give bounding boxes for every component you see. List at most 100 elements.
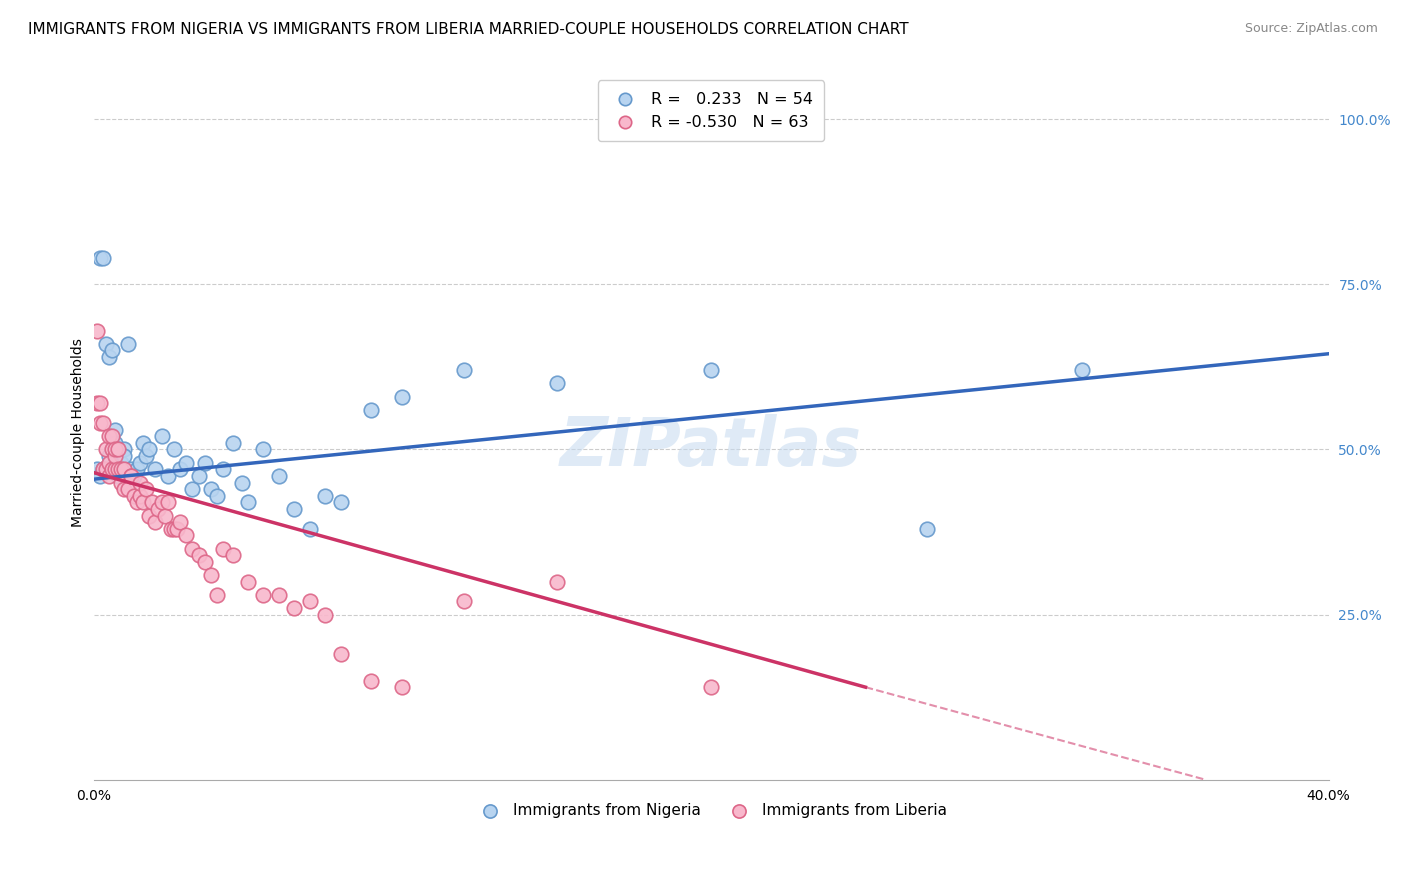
Point bbox=[86, 324, 108, 338]
Point bbox=[700, 363, 723, 377]
Point bbox=[104, 423, 127, 437]
Point bbox=[150, 495, 173, 509]
Point bbox=[107, 442, 129, 457]
Point bbox=[104, 462, 127, 476]
Point bbox=[125, 495, 148, 509]
Point bbox=[114, 442, 136, 457]
Point bbox=[314, 489, 336, 503]
Point bbox=[700, 680, 723, 694]
Point bbox=[391, 680, 413, 694]
Point bbox=[150, 429, 173, 443]
Point bbox=[91, 462, 114, 476]
Point bbox=[110, 456, 132, 470]
Point bbox=[128, 489, 150, 503]
Point bbox=[101, 442, 124, 457]
Point bbox=[98, 350, 121, 364]
Point bbox=[94, 442, 117, 457]
Point bbox=[212, 462, 235, 476]
Point bbox=[86, 462, 108, 476]
Point bbox=[138, 442, 160, 457]
Point bbox=[89, 469, 111, 483]
Point bbox=[200, 482, 222, 496]
Point bbox=[283, 502, 305, 516]
Point bbox=[329, 495, 352, 509]
Point bbox=[89, 251, 111, 265]
Point bbox=[101, 343, 124, 358]
Point bbox=[114, 449, 136, 463]
Point bbox=[163, 442, 186, 457]
Point bbox=[120, 469, 142, 483]
Point bbox=[314, 607, 336, 622]
Point bbox=[200, 568, 222, 582]
Point bbox=[391, 390, 413, 404]
Point bbox=[107, 462, 129, 476]
Point bbox=[153, 508, 176, 523]
Point bbox=[128, 475, 150, 490]
Point bbox=[205, 588, 228, 602]
Point bbox=[114, 462, 136, 476]
Point bbox=[915, 522, 938, 536]
Point bbox=[205, 489, 228, 503]
Point bbox=[194, 555, 217, 569]
Point bbox=[132, 436, 155, 450]
Text: IMMIGRANTS FROM NIGERIA VS IMMIGRANTS FROM LIBERIA MARRIED-COUPLE HOUSEHOLDS COR: IMMIGRANTS FROM NIGERIA VS IMMIGRANTS FR… bbox=[28, 22, 908, 37]
Point bbox=[298, 594, 321, 608]
Point bbox=[110, 462, 132, 476]
Point bbox=[135, 482, 157, 496]
Point bbox=[360, 673, 382, 688]
Point bbox=[267, 469, 290, 483]
Point bbox=[94, 462, 117, 476]
Point bbox=[128, 456, 150, 470]
Point bbox=[122, 469, 145, 483]
Point bbox=[453, 363, 475, 377]
Point bbox=[135, 449, 157, 463]
Point bbox=[94, 462, 117, 476]
Point bbox=[122, 489, 145, 503]
Point bbox=[110, 475, 132, 490]
Point bbox=[329, 647, 352, 661]
Point bbox=[141, 495, 163, 509]
Point bbox=[143, 462, 166, 476]
Point bbox=[89, 396, 111, 410]
Point bbox=[94, 336, 117, 351]
Point bbox=[212, 541, 235, 556]
Point bbox=[156, 495, 179, 509]
Point bbox=[138, 508, 160, 523]
Point bbox=[120, 462, 142, 476]
Point bbox=[360, 403, 382, 417]
Point bbox=[174, 456, 197, 470]
Point bbox=[143, 515, 166, 529]
Point bbox=[181, 541, 204, 556]
Point bbox=[104, 436, 127, 450]
Point bbox=[163, 522, 186, 536]
Point bbox=[231, 475, 253, 490]
Point bbox=[1070, 363, 1092, 377]
Point bbox=[236, 574, 259, 589]
Point bbox=[221, 548, 243, 562]
Point bbox=[101, 462, 124, 476]
Point bbox=[98, 429, 121, 443]
Point bbox=[267, 588, 290, 602]
Point bbox=[91, 251, 114, 265]
Legend: Immigrants from Nigeria, Immigrants from Liberia: Immigrants from Nigeria, Immigrants from… bbox=[470, 797, 953, 824]
Point bbox=[298, 522, 321, 536]
Point bbox=[453, 594, 475, 608]
Point bbox=[107, 442, 129, 457]
Point bbox=[104, 442, 127, 457]
Point bbox=[181, 482, 204, 496]
Point bbox=[169, 462, 191, 476]
Point bbox=[101, 429, 124, 443]
Point bbox=[546, 574, 568, 589]
Text: Source: ZipAtlas.com: Source: ZipAtlas.com bbox=[1244, 22, 1378, 36]
Point bbox=[159, 522, 181, 536]
Y-axis label: Married-couple Households: Married-couple Households bbox=[72, 339, 86, 527]
Point bbox=[125, 462, 148, 476]
Text: ZIPatlas: ZIPatlas bbox=[560, 414, 862, 480]
Point bbox=[101, 442, 124, 457]
Point bbox=[120, 469, 142, 483]
Point bbox=[98, 456, 121, 470]
Point bbox=[283, 601, 305, 615]
Point bbox=[117, 336, 139, 351]
Point bbox=[91, 416, 114, 430]
Point bbox=[86, 396, 108, 410]
